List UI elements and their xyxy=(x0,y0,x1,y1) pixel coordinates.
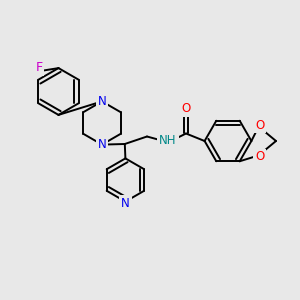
Text: O: O xyxy=(255,150,264,164)
Text: O: O xyxy=(182,102,190,115)
Text: N: N xyxy=(121,196,130,210)
Text: N: N xyxy=(98,95,106,108)
Text: N: N xyxy=(98,138,106,151)
Text: NH: NH xyxy=(159,134,177,147)
Text: O: O xyxy=(255,118,264,132)
Text: F: F xyxy=(35,61,43,74)
